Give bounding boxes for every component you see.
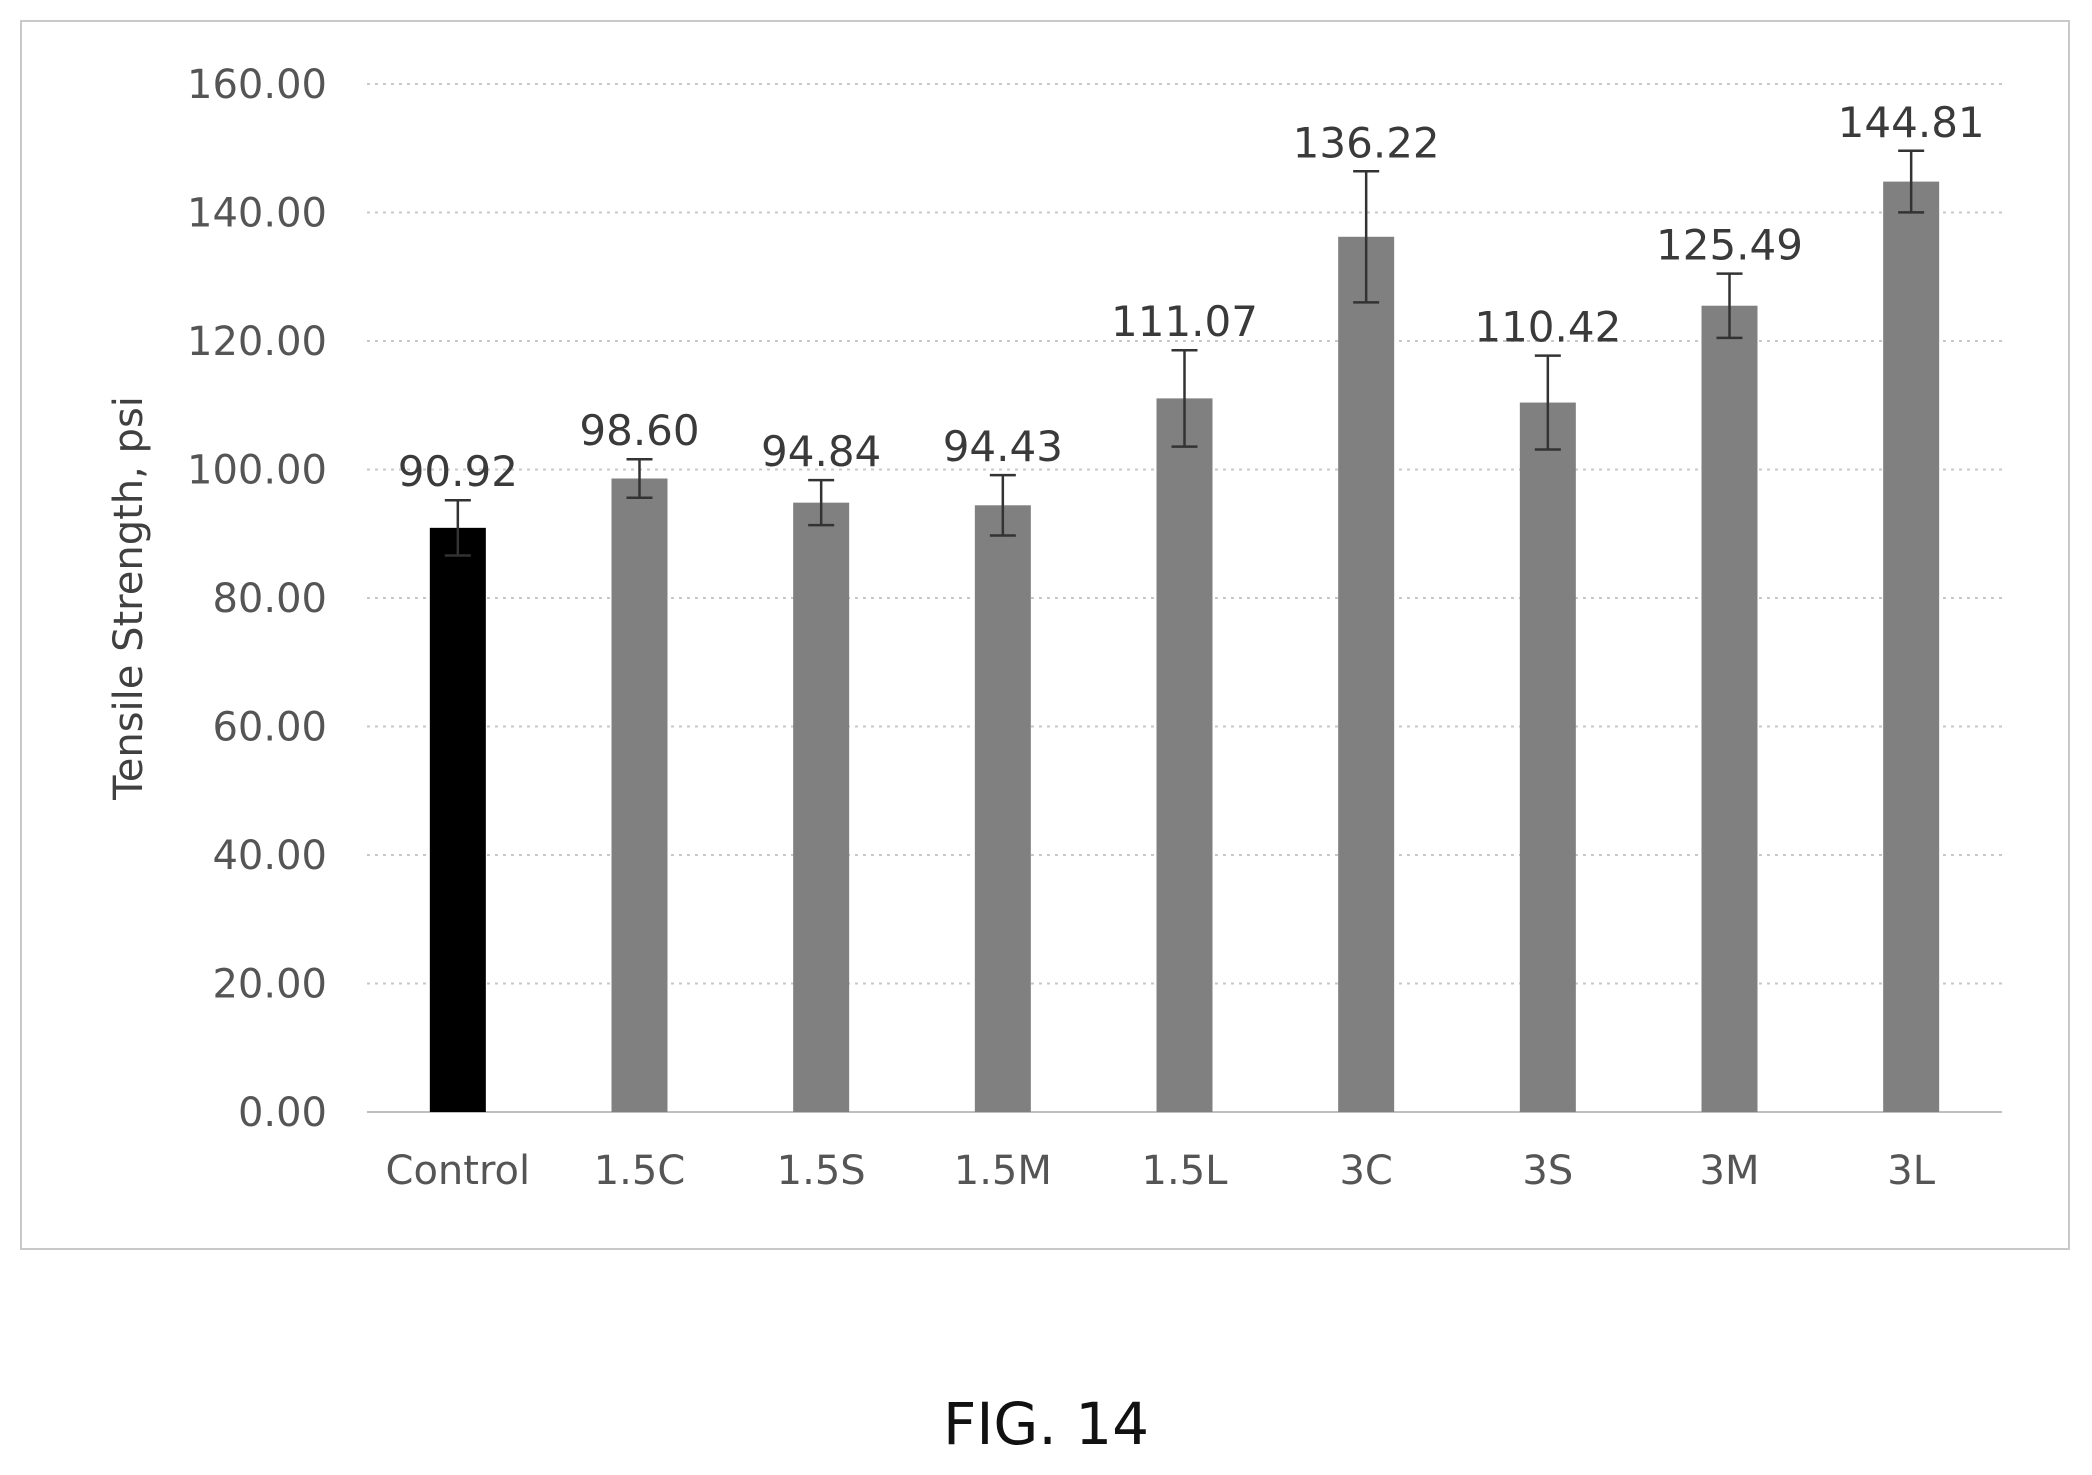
x-axis-categories: Control 1.5C 1.5S 1.5M 1.5L 3C 3S 3M 3L	[386, 1148, 1936, 1194]
data-label: 136.22	[1293, 118, 1440, 167]
error-bar	[1353, 170, 1380, 304]
error-bar	[626, 457, 653, 500]
y-tick-label: 40.00	[212, 833, 327, 879]
bar-chart: 0.00 20.00 40.00 60.00 80.00 100.00 120.00 140.…	[106, 62, 2002, 1194]
bar	[1701, 305, 1758, 1112]
y-axis-ticks: 0.00 20.00 40.00 60.00 80.00 100.00 120.00 140.…	[187, 62, 327, 1136]
x-category-label: 1.5S	[777, 1148, 866, 1194]
y-tick-label: 60.00	[212, 705, 327, 751]
error-bar	[1171, 348, 1198, 448]
x-category-label: 3L	[1887, 1148, 1935, 1194]
bar	[974, 505, 1031, 1113]
bar	[1883, 181, 1940, 1112]
chart-frame: 0.00 20.00 40.00 60.00 80.00 100.00 120.00 140.…	[20, 20, 2070, 1250]
error-bar	[1716, 272, 1743, 340]
y-tick-label: 140.00	[187, 191, 327, 237]
x-category-label: 3M	[1700, 1148, 1760, 1194]
y-axis-title: Tensile Strength, psi	[106, 396, 152, 801]
data-label: 111.07	[1111, 297, 1258, 346]
bar	[793, 502, 850, 1112]
error-bar	[989, 473, 1016, 537]
y-tick-label: 120.00	[187, 319, 327, 365]
x-category-label: 1.5M	[954, 1148, 1052, 1194]
y-tick-label: 100.00	[187, 448, 327, 494]
data-label: 94.43	[943, 422, 1063, 471]
data-label: 98.60	[579, 406, 699, 455]
data-label: 94.84	[761, 427, 881, 476]
error-bars	[444, 149, 1925, 557]
data-label: 125.49	[1656, 221, 1803, 270]
bars	[429, 181, 1940, 1113]
x-category-label: 1.5L	[1142, 1148, 1229, 1194]
y-tick-label: 80.00	[212, 576, 327, 622]
x-category-label: 3C	[1339, 1148, 1392, 1194]
error-bar	[1898, 149, 1925, 214]
data-label: 110.42	[1474, 303, 1621, 352]
bar	[611, 478, 668, 1112]
x-category-label: Control	[386, 1148, 531, 1194]
error-bar	[1534, 354, 1561, 451]
bar	[1156, 398, 1213, 1112]
x-category-label: 1.5C	[594, 1148, 686, 1194]
x-category-label: 3S	[1522, 1148, 1573, 1194]
y-tick-label: 0.00	[238, 1090, 327, 1136]
error-bar	[444, 498, 471, 557]
data-label: 144.81	[1838, 98, 1985, 147]
bar	[1338, 236, 1395, 1112]
bar	[1519, 402, 1576, 1112]
y-tick-label: 160.00	[187, 62, 327, 108]
data-label: 90.92	[398, 447, 518, 496]
error-bar	[808, 478, 835, 527]
bar	[429, 527, 486, 1112]
y-tick-label: 20.00	[212, 962, 327, 1008]
figure-caption: FIG. 14	[942, 1390, 1150, 1458]
data-labels: 90.92 98.60 94.84 94.43 111.07 136.22 110.42 12…	[398, 98, 1985, 496]
